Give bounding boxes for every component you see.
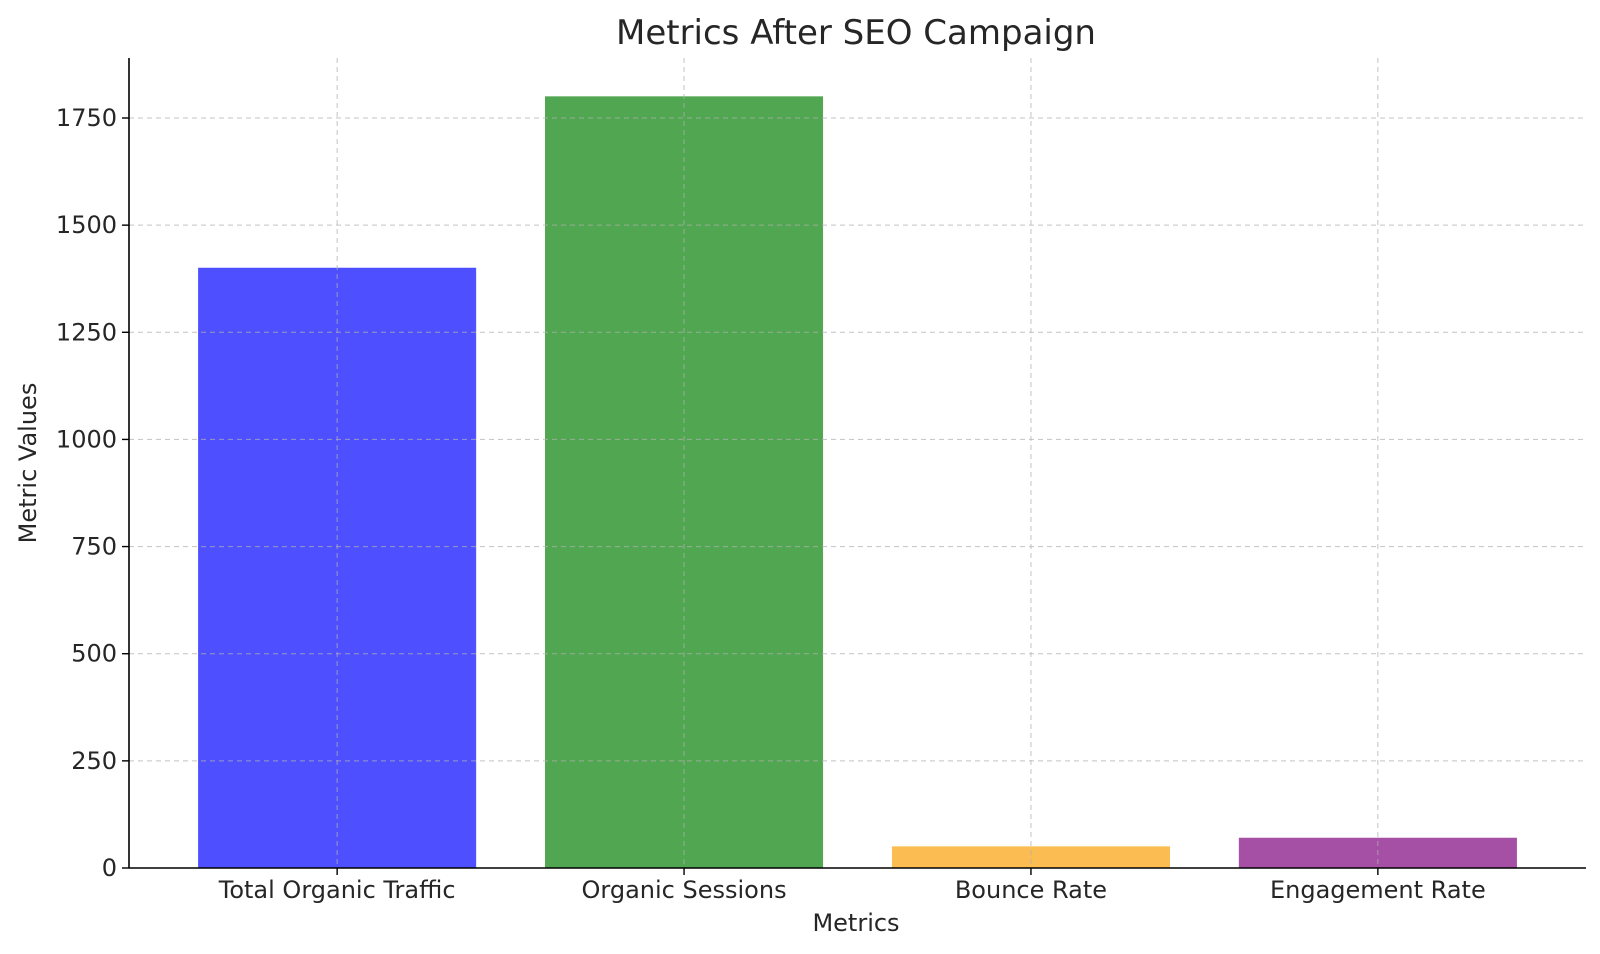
bar	[891, 846, 1170, 869]
y-axis-label: Metric Values	[14, 383, 42, 544]
chart-title: Metrics After SEO Campaign	[616, 13, 1096, 53]
x-tick-label: Bounce Rate	[955, 876, 1107, 904]
y-tick-label: 750	[71, 533, 117, 561]
y-tick-label: 0	[102, 854, 117, 882]
y-tick-label: 500	[71, 640, 117, 668]
x-tick-label: Organic Sessions	[582, 876, 787, 904]
y-ticks: 0 250 500 750 1000 1250 1500 1750	[56, 104, 129, 882]
x-tick-label: Engagement Rate	[1270, 876, 1486, 904]
bars	[198, 96, 1517, 869]
y-tick-label: 1750	[56, 104, 117, 132]
x-ticks: Total Organic Traffic Organic Sessions Bou…	[218, 868, 1486, 904]
y-tick-label: 1500	[56, 211, 117, 239]
y-tick-label: 1000	[56, 425, 117, 453]
grid	[129, 58, 1586, 868]
x-axis-label: Metrics	[812, 909, 899, 937]
y-tick-label: 250	[71, 747, 117, 775]
axes	[128, 58, 1586, 869]
x-tick-label: Total Organic Traffic	[218, 876, 456, 904]
y-tick-label: 1250	[56, 318, 117, 346]
